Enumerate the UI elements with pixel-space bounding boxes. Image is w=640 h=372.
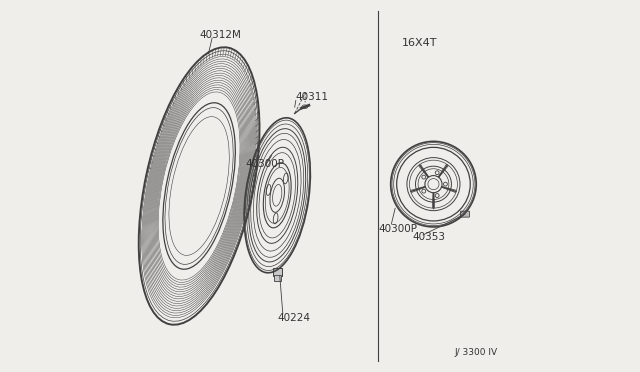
Bar	[275, 275, 281, 281]
Text: 40353: 40353	[412, 232, 445, 242]
Text: 16X4T: 16X4T	[402, 38, 437, 48]
Text: 40311: 40311	[296, 92, 329, 102]
Text: J/ 3300 IV: J/ 3300 IV	[454, 348, 498, 357]
Text: 40300P: 40300P	[246, 159, 285, 169]
Text: 40300P: 40300P	[379, 224, 418, 234]
Text: 40224: 40224	[277, 313, 310, 323]
Text: 40312M: 40312M	[199, 31, 241, 40]
Bar	[273, 268, 282, 276]
FancyBboxPatch shape	[461, 211, 469, 217]
